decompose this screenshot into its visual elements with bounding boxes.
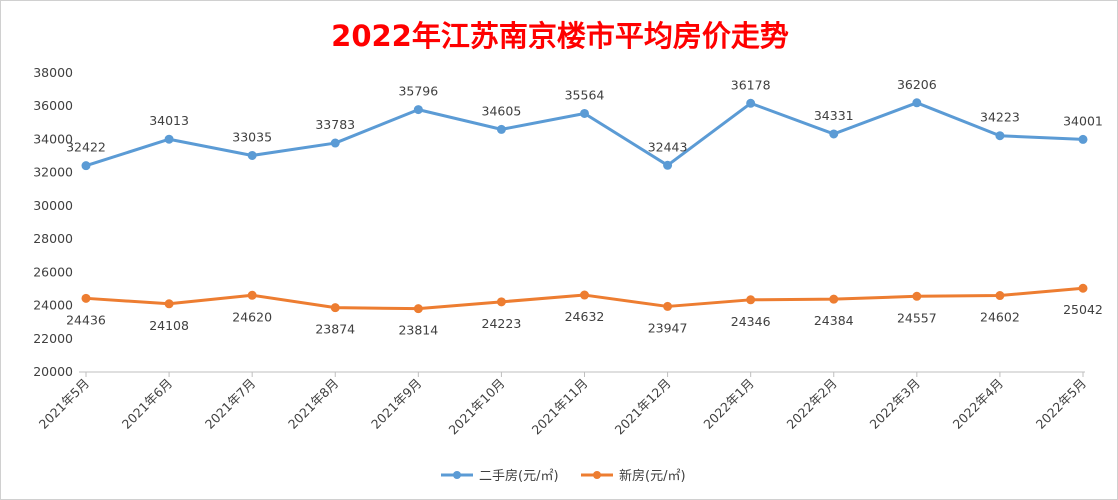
- data-label: 24108: [149, 318, 189, 333]
- y-tick-label: 32000: [33, 165, 73, 180]
- x-tick-label: 2021年10月: [446, 376, 508, 438]
- data-label: 34013: [149, 113, 189, 128]
- data-label: 34001: [1063, 113, 1103, 128]
- data-label: 23874: [315, 322, 355, 337]
- y-tick-label: 36000: [33, 98, 73, 113]
- data-point: [330, 303, 340, 313]
- data-label: 34331: [814, 108, 854, 123]
- y-tick-label: 34000: [33, 131, 73, 146]
- y-tick-label: 38000: [33, 65, 73, 80]
- legend-marker: [453, 471, 461, 479]
- y-tick-label: 22000: [33, 331, 73, 346]
- data-label: 36178: [731, 77, 771, 92]
- data-point: [413, 304, 423, 314]
- data-label: 33035: [232, 129, 272, 144]
- data-label: 32443: [648, 139, 688, 154]
- data-labels-layer: 32422 34013 33035 33783 35796 34605 35564 32443…: [66, 77, 1103, 338]
- data-label: 24602: [980, 310, 1020, 325]
- x-tick-label: 2021年5月: [36, 376, 92, 432]
- data-label: 24436: [66, 312, 106, 327]
- data-label: 24384: [814, 313, 854, 328]
- legend: 二手房(元/㎡) 新房(元/㎡): [441, 468, 686, 484]
- data-point: [496, 124, 506, 134]
- data-label: 34223: [980, 110, 1020, 125]
- series-layer: [81, 98, 1088, 314]
- x-tick-label: 2022年3月: [867, 376, 923, 432]
- data-label: 24346: [731, 314, 771, 329]
- data-label: 32422: [66, 140, 106, 155]
- y-tick-label: 30000: [33, 198, 73, 213]
- data-label: 24620: [232, 309, 272, 324]
- data-point: [912, 291, 922, 301]
- data-label: 25042: [1063, 302, 1103, 317]
- data-label: 35796: [398, 84, 438, 99]
- x-tick-label: 2022年4月: [950, 376, 1006, 432]
- data-point: [164, 299, 174, 309]
- data-point: [995, 291, 1005, 301]
- data-point: [1078, 283, 1088, 293]
- y-tick-label: 28000: [33, 231, 73, 246]
- x-tick-label: 2021年8月: [285, 376, 341, 432]
- x-tick-label: 2021年9月: [368, 376, 424, 432]
- y-tick-label: 20000: [33, 364, 73, 379]
- data-point: [81, 161, 91, 171]
- x-tick-label: 2021年6月: [119, 376, 175, 432]
- x-tick-label: 2021年11月: [529, 376, 591, 438]
- data-label: 24632: [565, 309, 605, 324]
- data-point: [829, 294, 839, 304]
- legend-label: 二手房(元/㎡): [479, 468, 559, 484]
- data-point: [829, 129, 839, 139]
- x-tick-label: 2022年2月: [783, 376, 839, 432]
- data-point: [81, 293, 91, 303]
- data-point: [746, 98, 756, 108]
- legend-marker: [593, 471, 601, 479]
- data-label: 36206: [897, 77, 937, 92]
- data-label: 24223: [482, 316, 522, 331]
- data-point: [247, 150, 257, 160]
- data-point: [580, 108, 589, 118]
- data-label: 35564: [565, 87, 605, 102]
- data-point: [995, 131, 1005, 141]
- x-tick-label: 2021年12月: [612, 376, 674, 438]
- data-point: [164, 134, 174, 144]
- data-point: [663, 160, 673, 170]
- x-tick-label: 2022年1月: [700, 376, 756, 432]
- data-label: 23814: [398, 323, 438, 338]
- data-point: [663, 301, 673, 311]
- y-tick-label: 26000: [33, 264, 73, 279]
- data-point: [746, 295, 756, 305]
- data-point: [580, 290, 589, 300]
- data-point: [247, 290, 257, 300]
- x-tick-label: 2022年5月: [1033, 376, 1089, 432]
- data-point: [413, 105, 423, 115]
- y-tick-label: 24000: [33, 298, 73, 313]
- legend-label: 新房(元/㎡): [619, 468, 686, 484]
- data-point: [330, 138, 340, 148]
- data-label: 24557: [897, 310, 937, 325]
- data-point: [1078, 134, 1088, 144]
- data-label: 33783: [315, 117, 355, 132]
- x-axis-ticks: 2021年5月 2021年6月 2021年7月 2021年8月 2021年9月 2021年…: [36, 372, 1089, 438]
- x-tick-label: 2021年7月: [202, 376, 258, 432]
- chart-title: 2022年江苏南京楼市平均房价走势: [331, 19, 789, 53]
- data-point: [496, 297, 506, 307]
- y-axis-ticks: 20000 22000 24000 26000 28000 30000 32000 34000…: [33, 65, 73, 379]
- data-label: 34605: [482, 103, 522, 118]
- data-point: [912, 98, 922, 108]
- data-label: 23947: [648, 320, 688, 335]
